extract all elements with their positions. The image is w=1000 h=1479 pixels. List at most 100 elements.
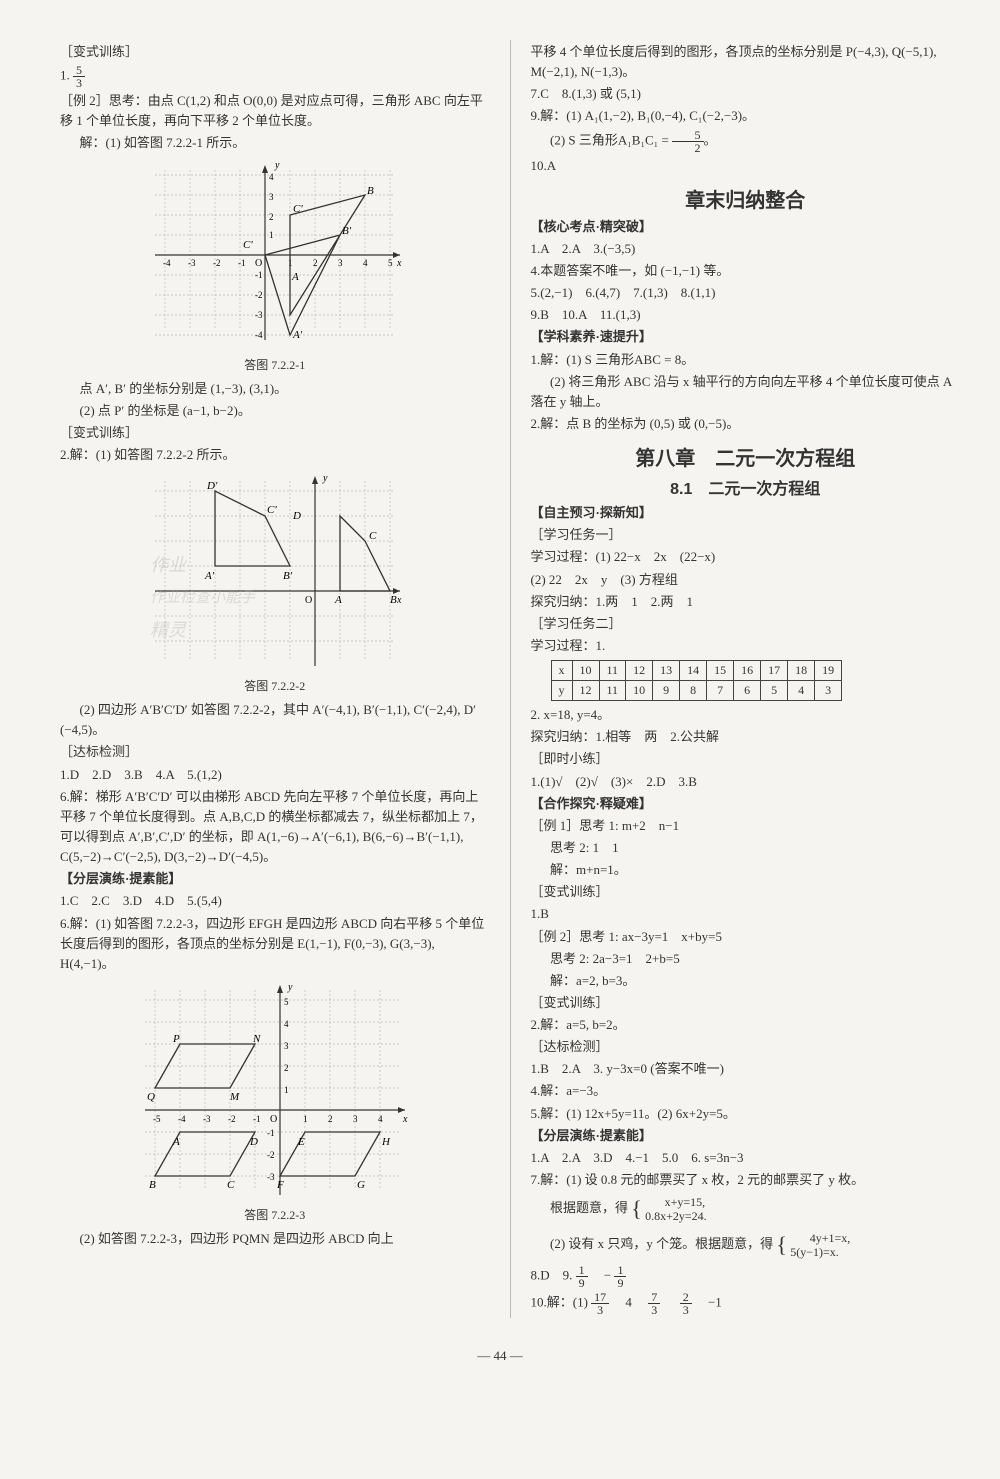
ex2r3: 解：a=2, b=3。 xyxy=(531,971,961,991)
answer-6: 6.解：梯形 A′B′C′D′ 可以由梯形 ABCD 先向左平移 7 个单位长度… xyxy=(60,787,490,868)
table-cell: y xyxy=(551,681,572,701)
left-column: ［变式训练］ 1. 53 ［例 2］思考：由点 C(1,2) 和点 O(0,0)… xyxy=(60,40,490,1318)
vr1: 1.B xyxy=(531,904,961,924)
task1-heading: ［学习任务一］ xyxy=(531,525,961,545)
table-cell: 12 xyxy=(626,661,653,681)
figure-7-2-2-3: y x O -5-4 -3-2 -1 12 34 54 32 1 -1-2 -3… xyxy=(135,980,415,1200)
answer-fc6: 6.解：(1) 如答图 7.2.2-3，四边形 EFGH 是四边形 ABCD 向… xyxy=(60,914,490,974)
table-cell: 5 xyxy=(761,681,788,701)
end: −1 xyxy=(695,1295,722,1310)
table-cell: 11 xyxy=(599,661,626,681)
example2-sol1: 解：(1) 如答图 7.2.2-1 所示。 xyxy=(60,133,490,153)
right-column: 平移 4 个单位长度后得到的图形，各顶点的坐标分别是 P(−4,3), Q(−5… xyxy=(531,40,961,1318)
svg-text:4: 4 xyxy=(269,172,274,182)
hx-4: 4.本题答案不唯一，如 (−1,−1) 等。 xyxy=(531,261,961,281)
svg-text:E: E xyxy=(297,1136,305,1148)
point-p: (2) 点 P′ 的坐标是 (a−1, b−2)。 xyxy=(60,401,490,421)
svg-text:C: C xyxy=(227,1179,235,1191)
mid2 xyxy=(663,1295,676,1310)
eq1: 4y+1=x, xyxy=(810,1231,851,1245)
svg-text:O: O xyxy=(255,258,262,269)
vr2: 2.解：a=5, b=2。 xyxy=(531,1015,961,1035)
svg-text:A′: A′ xyxy=(204,570,215,582)
table-cell: x xyxy=(551,661,572,681)
svg-text:3: 3 xyxy=(269,192,274,202)
svg-text:Q: Q xyxy=(147,1091,155,1103)
sep: − xyxy=(591,1268,611,1283)
table-row: x 10 11 12 13 14 15 16 17 18 19 xyxy=(551,661,842,681)
task2-heading: ［学习任务二］ xyxy=(531,614,961,634)
frac-den: 3 xyxy=(591,1304,609,1316)
fcr8-9: 8.D 9. 19 − 19 xyxy=(531,1264,961,1289)
table-cell: 11 xyxy=(599,681,626,701)
answer-7-8: 7.C 8.(1,3) 或 (5,1) xyxy=(531,84,961,104)
svg-text:5: 5 xyxy=(284,997,289,1007)
svg-text:-1: -1 xyxy=(253,1114,261,1124)
svg-text:4: 4 xyxy=(378,1114,383,1124)
svg-text:O: O xyxy=(270,1114,277,1125)
table-cell: 8 xyxy=(680,681,707,701)
svg-text:-2: -2 xyxy=(213,258,221,268)
fcr7b: 根据题意，得 { x+y=15, 0.8x+2y=24. xyxy=(531,1192,961,1226)
dbr1: 1.B 2.A 3. y−3x=0 (答案不唯一) xyxy=(531,1059,961,1079)
table-cell: 19 xyxy=(815,661,842,681)
svg-text:2: 2 xyxy=(269,212,274,222)
svg-text:4: 4 xyxy=(284,1019,289,1029)
heading-xueke: 【学科素养·速提升】 xyxy=(531,327,961,347)
svg-text:-4: -4 xyxy=(163,258,171,268)
chapter8-title: 第八章 二元一次方程组 xyxy=(531,442,961,471)
table-cell: 12 xyxy=(572,681,599,701)
svg-text:C: C xyxy=(369,530,377,542)
t1a: 学习过程：(1) 22−x 2x (22−x) xyxy=(531,547,961,567)
frac-den: 2 xyxy=(672,142,704,154)
svg-text:B: B xyxy=(149,1179,156,1191)
cont-text: 平移 4 个单位长度后得到的图形，各顶点的坐标分别是 P(−4,3), Q(−5… xyxy=(531,42,961,82)
svg-text:B: B xyxy=(367,185,374,197)
svg-text:O: O xyxy=(305,595,312,606)
heading-hexin: 【核心考点·精突破】 xyxy=(531,217,961,237)
svg-text:H: H xyxy=(381,1136,391,1148)
svg-text:5: 5 xyxy=(388,258,393,268)
heading-dabiao-r: ［达标检测］ xyxy=(531,1037,961,1057)
t1b: (2) 22 2x y (3) 方程组 xyxy=(531,570,961,590)
svg-text:N: N xyxy=(252,1033,261,1045)
fcr10-prefix: 10.解：(1) xyxy=(531,1295,588,1310)
svg-text:-5: -5 xyxy=(153,1114,161,1124)
svg-text:-1: -1 xyxy=(255,270,263,280)
hl3: 解：m+n=1。 xyxy=(531,860,961,880)
page-number: — 44 — xyxy=(0,1348,1000,1364)
hx-1: 1.A 2.A 3.(−3,5) xyxy=(531,239,961,259)
hx-5: 5.(2,−1) 6.(4,7) 7.(1,3) 8.(1,1) xyxy=(531,283,961,303)
hl2: 思考 2: 1 1 xyxy=(531,838,961,858)
svg-text:4: 4 xyxy=(363,258,368,268)
dbr5: 5.解：(1) 12x+5y=11。(2) 6x+2y=5。 xyxy=(531,1104,961,1124)
svg-text:-2: -2 xyxy=(267,1150,275,1160)
page: ［变式训练］ 1. 53 ［例 2］思考：由点 C(1,2) 和点 O(0,0)… xyxy=(0,0,1000,1338)
svg-text:3: 3 xyxy=(338,258,343,268)
eq2: 5(y−1)=x. xyxy=(790,1245,839,1259)
eq2: 0.8x+2y=24. xyxy=(645,1209,707,1223)
heading-fenceng: 【分层演练·提素能】 xyxy=(60,869,490,889)
heading-var-r1: ［变式训练］ xyxy=(531,882,961,902)
answer-9a: 9.解：(1) A₁(1,−2), B₁(0,−4), C₁(−2,−3)。 xyxy=(531,106,961,126)
xk-1a: 1.解：(1) S 三角形ABC = 8。 xyxy=(531,350,961,370)
svg-text:B′: B′ xyxy=(342,225,352,237)
column-divider xyxy=(510,40,511,1318)
svg-text:1: 1 xyxy=(269,230,274,240)
answer-1: 1. 53 xyxy=(60,64,490,89)
table-cell: 10 xyxy=(626,681,653,701)
dabiao-answers: 1.D 2.D 3.B 4.A 5.(1,2) xyxy=(60,765,490,785)
svg-text:1: 1 xyxy=(303,1114,308,1124)
heading-hezuo: 【合作探究·释疑难】 xyxy=(531,794,961,814)
svg-text:-1: -1 xyxy=(238,258,246,268)
svg-text:-1: -1 xyxy=(267,1128,275,1138)
svg-text:D: D xyxy=(292,510,301,522)
svg-text:2: 2 xyxy=(284,1063,289,1073)
heading-variant-1: ［变式训练］ xyxy=(60,42,490,62)
fcr1: 1.A 2.A 3.D 4.−1 5.0 6. s=3n−3 xyxy=(531,1148,961,1168)
table-cell: 10 xyxy=(572,661,599,681)
svg-text:C′: C′ xyxy=(267,504,277,516)
xk-1b: (2) 将三角形 ABC 沿与 x 轴平行的方向向左平移 4 个单位长度可使点 … xyxy=(531,372,961,412)
svg-text:B: B xyxy=(390,594,397,606)
section81-title: 8.1 二元一次方程组 xyxy=(531,475,961,499)
